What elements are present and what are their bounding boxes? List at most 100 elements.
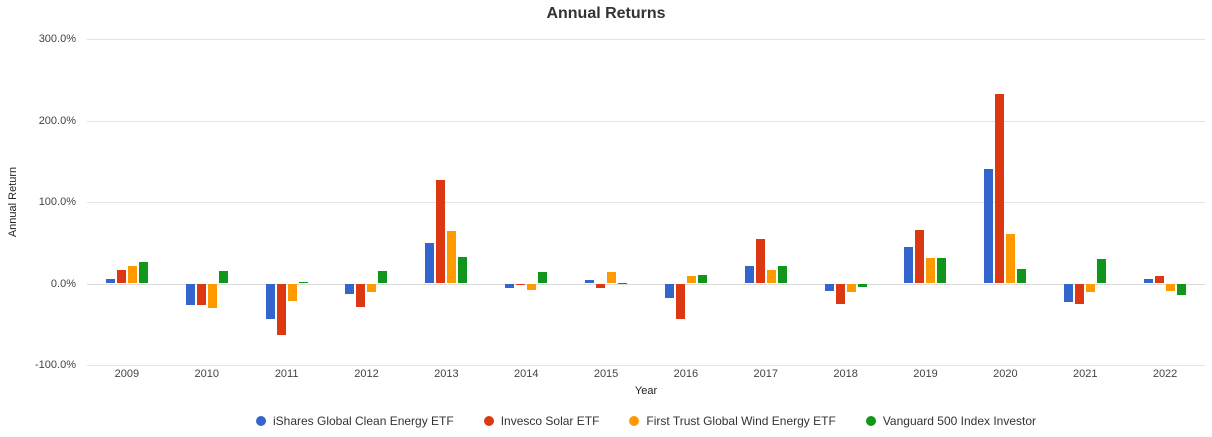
bar-cluster [984,39,1027,365]
bar[interactable] [1075,283,1085,304]
y-tick-label: 300.0% [38,33,76,45]
bar[interactable] [345,283,355,295]
bar[interactable] [904,247,914,284]
legend-item: First Trust Global Wind Energy ETF [629,414,836,428]
bar[interactable] [127,265,137,284]
x-tick-label: 2009 [114,368,140,380]
bar[interactable] [287,283,297,302]
bar[interactable] [596,283,606,289]
bar-cluster [265,39,308,365]
bar[interactable] [378,270,388,284]
bar[interactable] [1166,283,1176,292]
bar[interactable] [835,283,845,304]
bar-group-2018 [806,39,886,365]
bar[interactable] [824,283,834,291]
zero-gridline [87,283,1205,285]
bar[interactable] [926,258,936,284]
plot-area [87,39,1205,366]
bar[interactable] [846,283,856,293]
y-tick-label: 100.0% [38,196,76,208]
bar[interactable] [1006,233,1016,284]
x-tick-label: 2018 [833,368,858,380]
x-tick-label: 2011 [274,368,299,380]
bar[interactable] [207,283,217,308]
y-axis-tick-labels: 300.0% 200.0% 100.0% 0.0% -100.0% [0,33,76,371]
legend-item: Invesco Solar ETF [483,414,600,428]
bar[interactable] [937,257,947,284]
bar[interactable] [915,229,925,284]
x-axis-tick-labels: 2009 2010 2011 2012 2013 2014 2015 2016 2017 2018… [87,368,1205,382]
bar[interactable] [686,276,696,284]
bar[interactable] [356,283,366,308]
x-tick-label: 2019 [913,368,938,380]
bar-group-2015 [566,39,646,365]
bar-cluster [345,39,388,365]
bar[interactable] [857,283,867,288]
legend-dot-icon [255,416,266,426]
bar[interactable] [276,283,286,336]
bar[interactable] [1155,275,1165,284]
bar[interactable] [618,282,628,284]
bar-group-2011 [247,39,327,365]
bar[interactable] [185,283,195,305]
y-tick-label: 200.0% [38,114,76,127]
bar[interactable] [777,265,787,284]
bar-cluster [1064,39,1107,365]
bar[interactable] [585,279,595,284]
bar[interactable] [675,283,685,319]
bar[interactable] [607,272,617,284]
legend-dot-icon [865,416,876,426]
bar[interactable] [436,179,446,284]
bar[interactable] [447,230,457,284]
bar[interactable] [505,283,515,288]
bar[interactable] [1064,283,1074,303]
bar[interactable] [116,270,126,284]
bar-group-2022 [1125,39,1205,365]
bar-group-2019 [886,39,966,365]
bar-cluster [744,39,787,365]
bar-group-2013 [406,39,486,365]
bar[interactable] [744,266,754,284]
bar[interactable] [664,283,674,298]
x-tick-label: 2022 [1152,368,1178,380]
bar[interactable] [1086,283,1096,293]
legend-item-label: Vanguard 500 Index Investor [882,414,1037,428]
gridline [87,365,1205,366]
legend-item-label: iShares Global Clean Energy ETF [272,414,454,428]
bar[interactable] [1177,283,1187,296]
bar[interactable] [105,278,115,284]
bar[interactable] [196,283,206,305]
legend-dot-icon [483,416,494,426]
bar[interactable] [367,283,377,293]
bar[interactable] [766,270,776,284]
bar[interactable] [1097,259,1107,284]
bar[interactable] [538,271,548,284]
bar[interactable] [298,281,308,284]
legend-item-label: Invesco Solar ETF [500,414,600,428]
bar[interactable] [1017,268,1027,284]
bar[interactable] [425,243,435,284]
gridline [87,202,1205,203]
legend-item: iShares Global Clean Energy ETF [255,414,454,428]
bar[interactable] [984,168,994,284]
y-tick-label: -100.0% [35,359,76,371]
bar[interactable] [138,261,148,284]
bar-group-2009 [87,39,167,365]
bar[interactable] [1144,278,1154,284]
bar[interactable] [218,271,228,284]
bar[interactable] [697,274,707,284]
bar-group-2014 [486,39,566,365]
bar[interactable] [265,283,275,320]
bar[interactable] [755,239,765,284]
bar-group-2020 [965,39,1045,365]
bar[interactable] [995,93,1005,284]
gridline [87,120,1205,122]
bar-cluster [505,39,548,365]
bar[interactable] [527,283,537,290]
gridline [87,39,1205,40]
bar[interactable] [458,257,468,284]
bar-group-2016 [646,39,726,365]
chart-title: Annual Returns [546,5,666,22]
legend-item-label: First Trust Global Wind Energy ETF [646,414,836,428]
